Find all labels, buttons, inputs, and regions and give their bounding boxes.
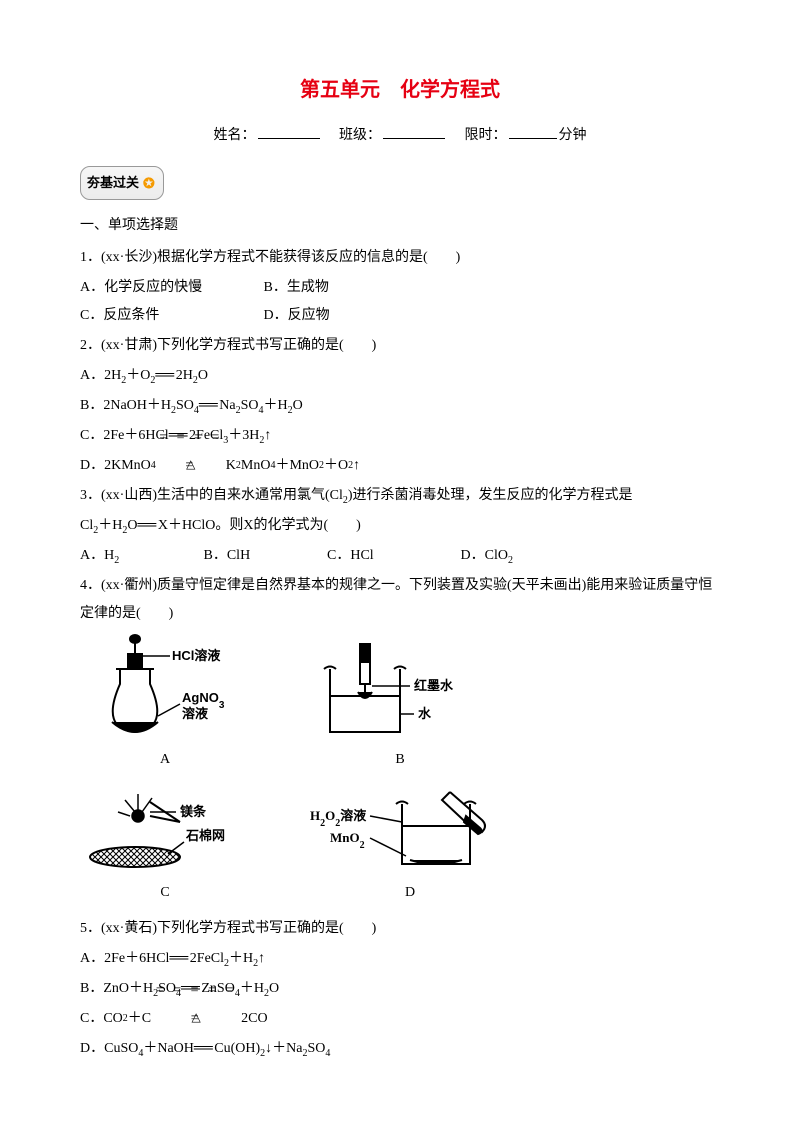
q5-stem: 5．(xx·黄石)下列化学方程式书写正确的是( ) bbox=[80, 915, 720, 943]
q3-opt-c[interactable]: C．HCl bbox=[327, 542, 457, 570]
limit-label: 限时： bbox=[465, 128, 507, 143]
q5-opt-d[interactable]: D．CuSO4＋NaOH══ Cu(OH)2↓＋Na2SO4 bbox=[80, 1035, 720, 1063]
student-blanks: 姓名： 班级： 限时： 分钟 bbox=[80, 122, 720, 150]
q3-opt-d[interactable]: D．ClO2 bbox=[461, 542, 513, 570]
q3-opt-a[interactable]: A．H2 bbox=[80, 542, 200, 570]
label-B: B bbox=[395, 746, 404, 774]
diagram-d: H2O2溶液 MnO2 D bbox=[310, 782, 510, 907]
svg-text:水: 水 bbox=[418, 706, 432, 721]
q3-stem-l2: Cl2＋H2O══ X＋HClO。则X的化学式为( ) bbox=[80, 512, 720, 540]
q1-opt-c[interactable]: C．反应条件 bbox=[80, 302, 260, 330]
q3-opt-b[interactable]: B．ClH bbox=[204, 542, 324, 570]
section-heading: 一、单项选择题 bbox=[80, 212, 720, 240]
label-C: C bbox=[160, 879, 169, 907]
q5-opt-c[interactable]: C．CO2＋C △= = = = = = 2CO bbox=[80, 1005, 720, 1033]
diagram-a: HCl溶液 AgNO3 溶液 A bbox=[80, 634, 250, 774]
svg-text:石棉网: 石棉网 bbox=[185, 828, 225, 843]
q3-stem-l1: 3．(xx·山西)生活中的自来水通常用氯气(Cl2)进行杀菌消毒处理，发生反应的… bbox=[80, 482, 720, 510]
class-label: 班级： bbox=[339, 128, 381, 143]
name-label: 姓名： bbox=[214, 128, 256, 143]
label-D: D bbox=[405, 879, 415, 907]
svg-text:镁条: 镁条 bbox=[180, 804, 207, 819]
page-title: 第五单元 化学方程式 bbox=[80, 70, 720, 110]
heat-condition-icon-2: △= = = = = = bbox=[151, 1009, 241, 1029]
label-A: A bbox=[160, 746, 170, 774]
class-blank[interactable] bbox=[383, 123, 445, 139]
q5-opt-a[interactable]: A．2Fe＋6HCl══ 2FeCl2＋H2↑ bbox=[80, 945, 720, 973]
q2-opt-d[interactable]: D．2KMnO4 △= = = = = K2MnO4＋MnO2＋O2↑ bbox=[80, 452, 720, 480]
q1-opt-b[interactable]: B．生成物 bbox=[264, 274, 329, 302]
label-hcl: HCl溶液 bbox=[172, 648, 220, 663]
q1-opt-d[interactable]: D．反应物 bbox=[264, 302, 330, 330]
badge-text: 夯基过关 bbox=[87, 170, 139, 196]
q2-opt-a[interactable]: A．2H2＋O2══ 2H2O bbox=[80, 362, 720, 390]
q1-row1: A．化学反应的快慢 B．生成物 bbox=[80, 274, 720, 302]
star-icon: ✪ bbox=[143, 169, 155, 197]
svg-text:H2O2溶液: H2O2溶液 bbox=[310, 808, 366, 829]
limit-blank[interactable] bbox=[509, 123, 557, 139]
q2-stem: 2．(xx·甘肃)下列化学方程式书写正确的是( ) bbox=[80, 332, 720, 360]
name-blank[interactable] bbox=[258, 123, 320, 139]
q1-opt-a[interactable]: A．化学反应的快慢 bbox=[80, 274, 260, 302]
q4-diagrams: HCl溶液 AgNO3 溶液 A bbox=[80, 634, 720, 907]
q4-stem: 4．(xx·衢州)质量守恒定律是自然界基本的规律之一。下列装置及实验(天平未画出… bbox=[80, 572, 720, 628]
diagram-b: 红墨水 水 B bbox=[310, 634, 490, 774]
heat-condition-icon: △= = = = = bbox=[156, 456, 226, 476]
minute-label: 分钟 bbox=[559, 128, 587, 143]
svg-text:MnO2: MnO2 bbox=[330, 830, 365, 851]
q1-stem: 1．(xx·长沙)根据化学方程式不能获得该反应的信息的是( ) bbox=[80, 244, 720, 272]
q2-opt-b[interactable]: B．2NaOH＋H2SO4══ Na2SO4＋H2O bbox=[80, 392, 720, 420]
svg-text:红墨水: 红墨水 bbox=[414, 678, 454, 693]
section-badge: 夯基过关✪ bbox=[80, 166, 164, 200]
q1-row2: C．反应条件 D．反应物 bbox=[80, 302, 720, 330]
diagram-c: 镁条 石棉网 C bbox=[80, 782, 250, 907]
q3-opts: A．H2 B．ClH C．HCl D．ClO2 bbox=[80, 542, 720, 570]
svg-text:溶液: 溶液 bbox=[182, 706, 208, 721]
